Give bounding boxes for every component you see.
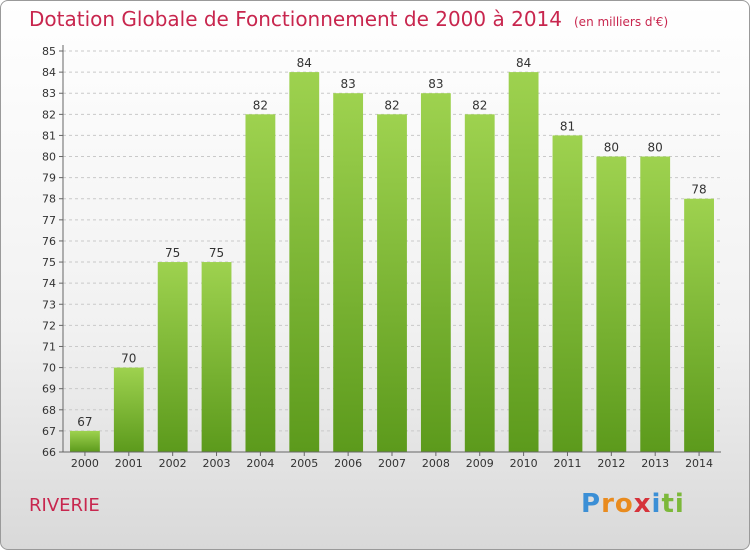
x-tick-label: 2000 [71,457,99,470]
x-tick-label: 2002 [159,457,187,470]
bar-2014 [684,198,714,452]
bar-value-label: 78 [691,183,706,197]
x-axis: 2000 2001 2002 2003 2004 2005 2006 2007 2008 2009… [71,452,713,470]
bar-2013 [640,156,671,453]
x-tick-label: 2010 [510,457,538,470]
logo-letter: i [651,489,662,519]
bar-2005 [289,72,320,453]
x-tick-label: 2007 [378,457,406,470]
bar-value-label: 80 [604,141,619,155]
x-tick-label: 2012 [597,457,625,470]
bar-2010 [508,72,539,453]
y-tick-label: 82 [42,108,56,121]
bar-2009 [464,114,495,452]
bar-value-label: 82 [384,98,399,112]
y-tick-label: 71 [42,340,56,353]
logo-letter: P [581,489,602,519]
y-tick-label: 67 [42,425,56,438]
x-tick-label: 2013 [641,457,669,470]
x-tick-label: 2004 [246,457,274,470]
y-tick-label: 74 [42,277,56,290]
x-tick-label: 2006 [334,457,362,470]
bar-value-label: 81 [560,119,575,133]
x-tick-label: 2014 [685,457,713,470]
chart-title-text: Dotation Globale de Fonctionnement de 20… [29,7,562,31]
x-tick-label: 2003 [203,457,231,470]
logo-letter: r [601,489,615,519]
bar-value-label: 80 [648,141,663,155]
bar-2003 [201,262,232,452]
y-tick-label: 84 [42,66,56,79]
chart-subtitle: (en milliers d'€) [574,15,669,29]
y-tick-label: 79 [42,172,56,185]
y-tick-label: 76 [42,235,56,248]
bar-value-label: 70 [121,352,136,366]
y-tick-label: 75 [42,256,56,269]
logo-letter: x [633,489,652,519]
x-tick-label: 2008 [422,457,450,470]
bar-value-label: 82 [253,98,268,112]
logo-letter: o [614,489,634,519]
logo-letter: t [661,489,675,519]
bar-2006 [333,93,364,453]
bar-value-label: 75 [209,246,224,260]
logo-letter: i [674,489,685,519]
bar-2000 [70,430,100,452]
x-tick-label: 2001 [115,457,143,470]
bar-value-label: 83 [340,77,355,91]
bar-2008 [420,93,451,453]
y-tick-label: 69 [42,383,56,396]
bar-2002 [157,262,188,452]
y-tick-label: 81 [42,129,56,142]
bar-value-label: 75 [165,246,180,260]
bar-value-label: 84 [516,56,531,70]
commune-name: RIVERIE [29,495,100,516]
bar-value-label: 82 [472,98,487,112]
y-tick-label: 66 [42,446,56,459]
y-tick-label: 83 [42,87,56,100]
proxiti-logo: Proxiti [581,489,685,519]
y-tick-label: 78 [42,193,56,206]
y-tick-label: 85 [42,45,56,58]
chart-title: Dotation Globale de Fonctionnement de 20… [29,7,668,31]
y-tick-label: 80 [42,151,56,164]
y-tick-label: 73 [42,298,56,311]
bar-value-label: 84 [297,56,312,70]
bar-value-label: 83 [428,77,443,91]
x-tick-label: 2011 [553,457,581,470]
y-tick-label: 68 [42,404,56,417]
bar-2004 [245,114,276,452]
x-tick-label: 2009 [466,457,494,470]
bar-2001 [113,367,144,452]
y-tick-label: 77 [42,214,56,227]
bar-2011 [552,135,583,452]
bars: 67 70 75 75 82 84 83 82 83 82 84 81 80 80 78 [70,56,714,453]
bar-value-label: 67 [77,415,92,429]
y-tick-label: 70 [42,362,56,375]
bar-2007 [377,114,407,452]
x-tick-label: 2005 [290,457,318,470]
y-tick-label: 72 [42,319,56,332]
bar-2012 [596,156,627,453]
